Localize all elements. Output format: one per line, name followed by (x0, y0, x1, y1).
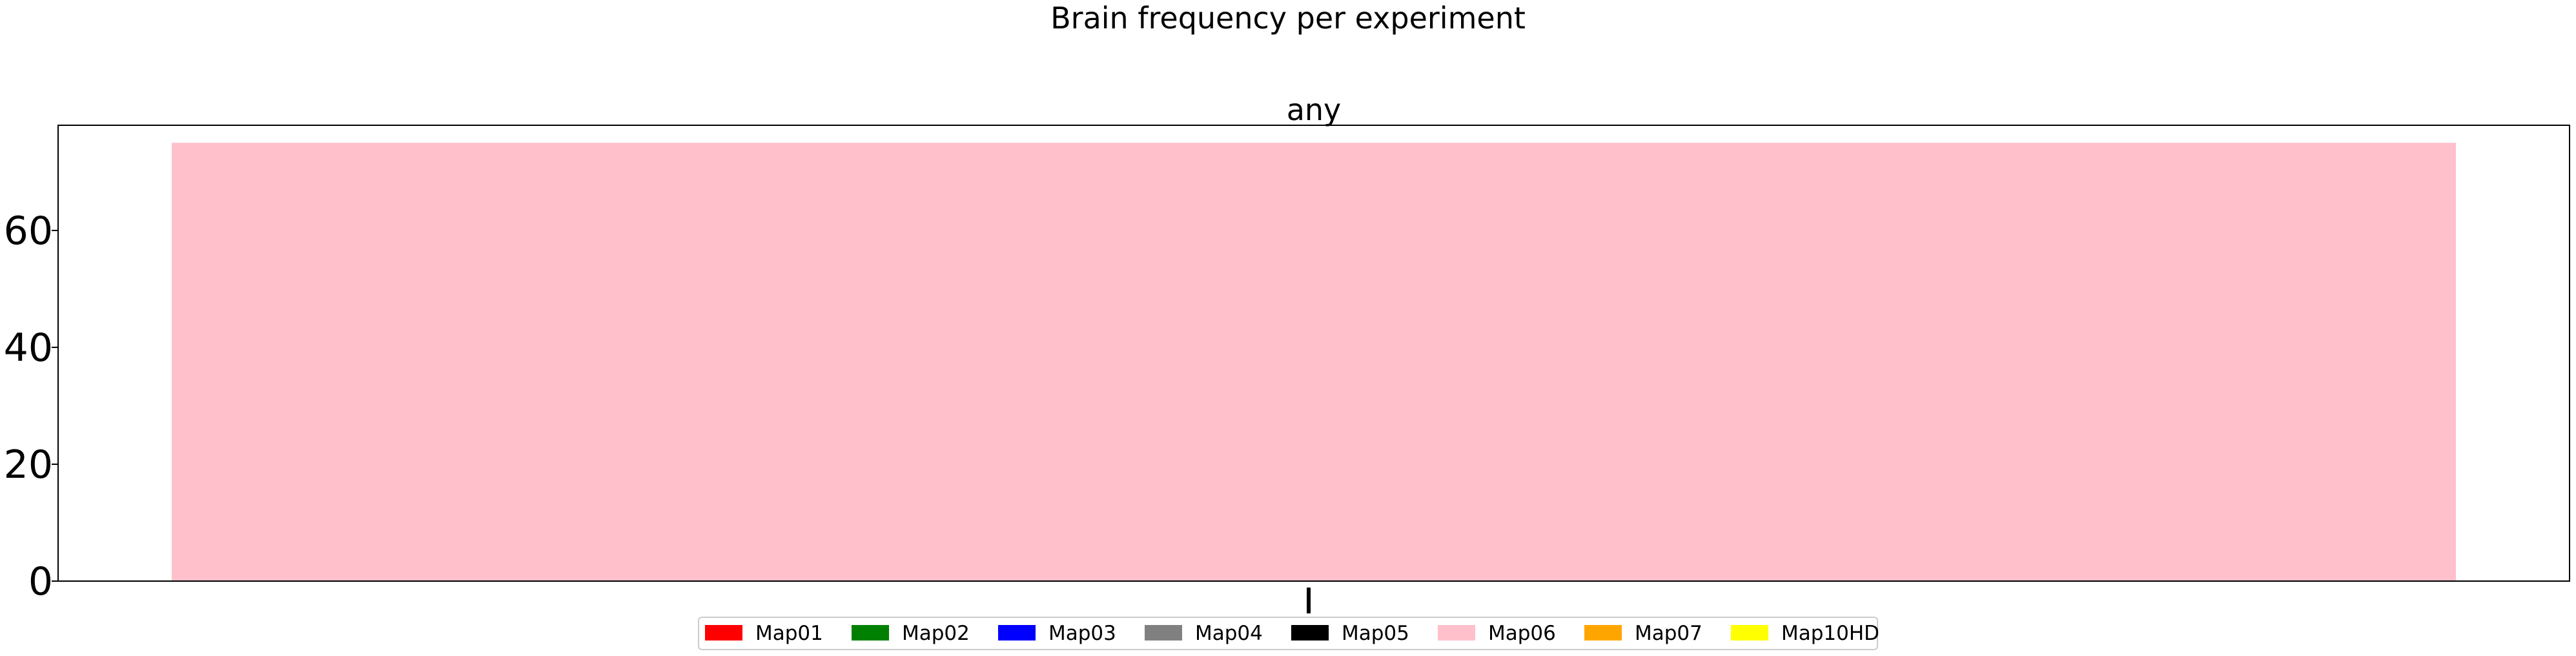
plot-area: 0 20 40 60 (4, 125, 2570, 613)
legend-label-map03: Map03 (1048, 622, 1116, 645)
bars (172, 143, 2456, 582)
y-tick-label: 60 (4, 209, 53, 254)
plot-frame (57, 125, 2570, 582)
y-tick-label: 0 (28, 559, 53, 604)
subplot-title: any (1287, 92, 1342, 127)
legend-swatch-map02 (852, 625, 889, 641)
chart-title: Brain frequency per experiment (1050, 1, 1526, 36)
y-tick-label: 20 (4, 442, 53, 487)
legend-swatch-map06 (1438, 625, 1475, 641)
legend-swatch-map10hd (1731, 625, 1768, 641)
legend-label-map01: Map01 (755, 622, 823, 645)
legend-box (698, 617, 1878, 650)
y-tick-label: 40 (4, 325, 53, 371)
legend-label-map04: Map04 (1195, 622, 1263, 645)
legend-swatch-map04 (1145, 625, 1182, 641)
legend: Map01 Map02 Map03 Map04 Map05 Map06 Map07 Map10… (698, 617, 1879, 650)
legend-label-map10hd: Map10HD (1781, 622, 1879, 645)
legend-label-map05: Map05 (1342, 622, 1409, 645)
legend-label-map02: Map02 (902, 622, 970, 645)
legend-swatch-map03 (998, 625, 1036, 641)
legend-label-map06: Map06 (1488, 622, 1556, 645)
legend-swatch-map01 (705, 625, 742, 641)
legend-swatch-map05 (1291, 625, 1329, 641)
legend-swatch-map07 (1584, 625, 1622, 641)
y-axis: 0 20 40 60 (4, 209, 58, 604)
legend-label-map07: Map07 (1635, 622, 1702, 645)
bar-map06 (172, 143, 2456, 582)
